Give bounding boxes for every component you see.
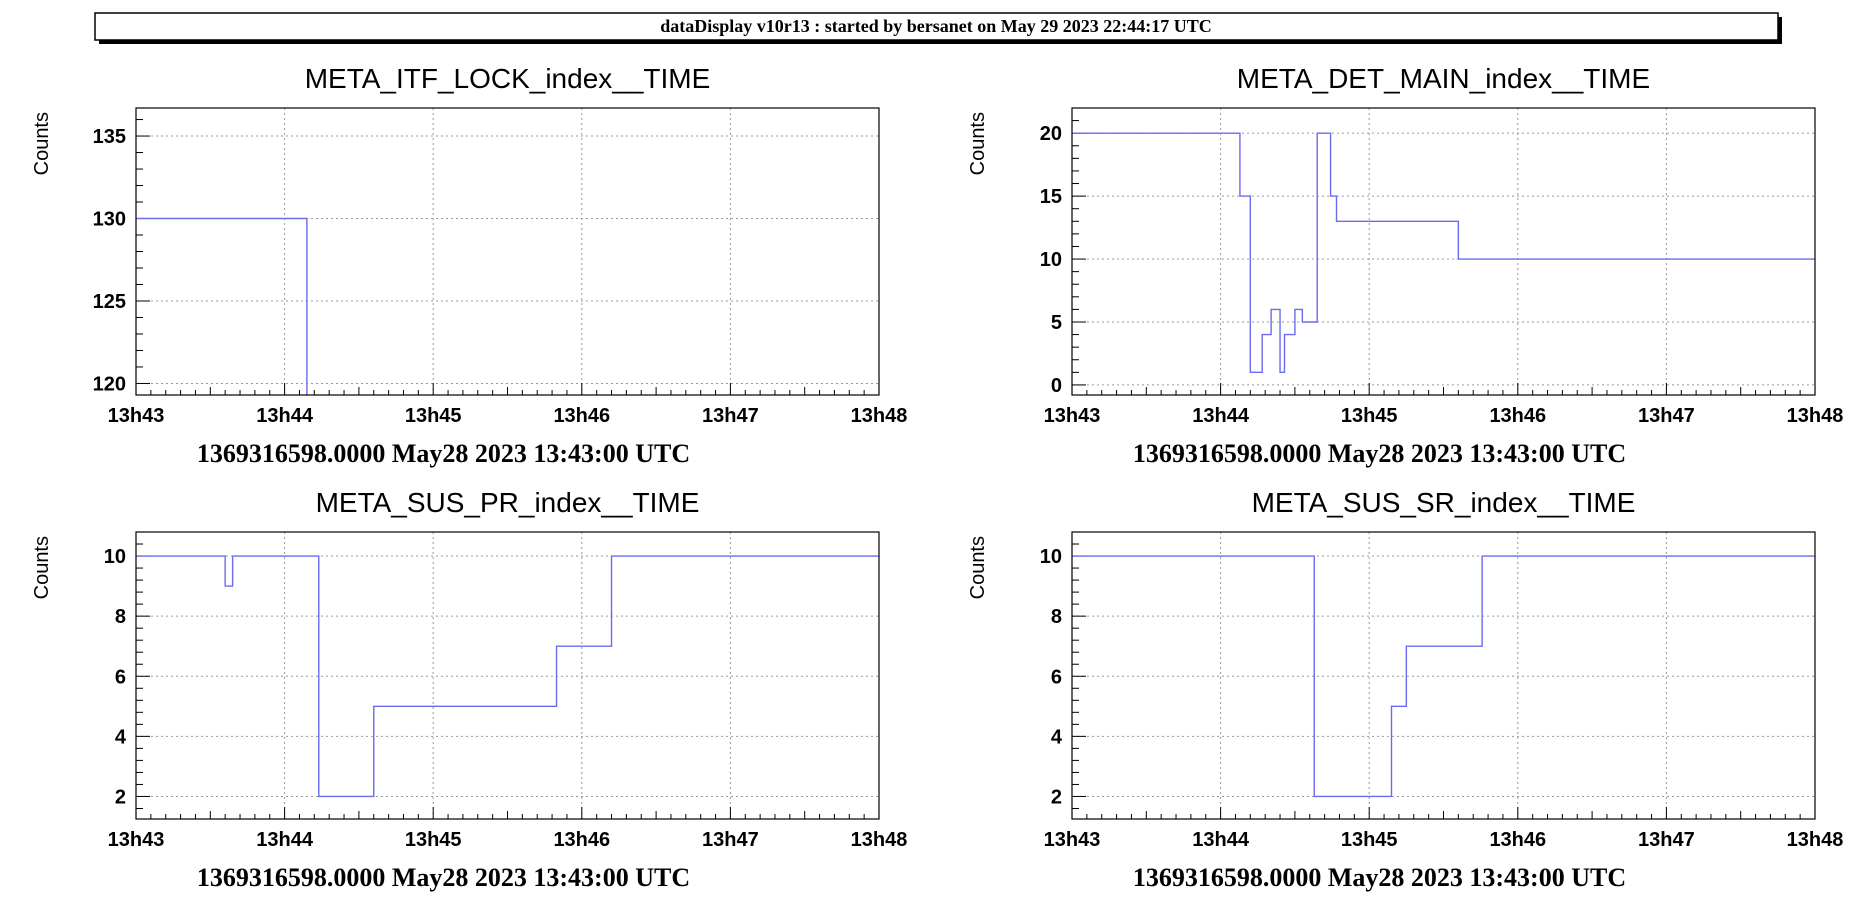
x-axis-time-label: 1369316598.0000 May28 2023 13:43:00 UTC	[197, 439, 690, 468]
chart-title: META_ITF_LOCK_index__TIME	[305, 63, 711, 94]
x-tick-label: 13h48	[1787, 405, 1844, 427]
y-tick-label: 120	[93, 373, 126, 395]
x-tick-label: 13h47	[1638, 405, 1695, 427]
y-tick-label: 8	[115, 606, 126, 628]
y-tick-label: 10	[1040, 249, 1062, 271]
chart-title: META_DET_MAIN_index__TIME	[1237, 63, 1650, 94]
y-tick-label: 6	[1051, 666, 1062, 688]
x-tick-label: 13h48	[851, 829, 908, 851]
x-tick-label: 13h48	[851, 405, 908, 427]
x-tick-label: 13h43	[108, 405, 165, 427]
x-tick-label: 13h46	[553, 405, 610, 427]
chart-title: META_SUS_PR_index__TIME	[316, 487, 700, 518]
x-tick-label: 13h44	[256, 829, 314, 851]
y-axis-title: Counts	[967, 536, 989, 599]
grid-lines	[1072, 532, 1815, 819]
y-tick-label: 125	[93, 291, 126, 313]
series-line	[1072, 132, 1815, 374]
y-tick-label: 4	[115, 726, 127, 748]
y-tick-label: 130	[93, 209, 126, 231]
charts-grid: META_ITF_LOCK_index__TIME 13h43 13h44 13h45…	[31, 63, 1843, 892]
y-axis-title: Counts	[31, 112, 53, 175]
chart-title: META_SUS_SR_index__TIME	[1252, 487, 1636, 518]
x-axis-time-label: 1369316598.0000 May28 2023 13:43:00 UTC	[1133, 439, 1626, 468]
y-tick-label: 10	[1040, 546, 1062, 568]
banner-box	[94, 12, 1779, 41]
x-axis-time-label: 1369316598.0000 May28 2023 13:43:00 UTC	[197, 863, 690, 892]
chart-panel-3: META_SUS_PR_index__TIME 13h43 13h44 13h45 13…	[31, 487, 907, 892]
plot-frame	[1071, 531, 1816, 820]
x-tick-label: 13h46	[553, 829, 610, 851]
chart-panel-2: META_DET_MAIN_index__TIME 13h43 13h44 13h45…	[967, 63, 1843, 468]
axis-ticks	[135, 119, 880, 395]
axis-ticks	[135, 531, 880, 819]
x-axis-time-label: 1369316598.0000 May28 2023 13:43:00 UTC	[1133, 863, 1626, 892]
plot-frame	[135, 107, 880, 396]
x-tick-label: 13h44	[1192, 405, 1250, 427]
y-tick-label: 10	[104, 546, 126, 568]
grid-lines	[136, 532, 879, 819]
y-tick-label: 5	[1051, 312, 1062, 334]
x-tick-label: 13h43	[1044, 829, 1101, 851]
x-tick-label: 13h46	[1489, 829, 1546, 851]
axis-ticks	[1071, 107, 1816, 395]
y-tick-label: 20	[1040, 123, 1062, 145]
y-tick-label: 135	[93, 126, 126, 148]
series-line	[136, 217, 308, 395]
y-tick-label: 2	[1051, 786, 1062, 808]
banner-text: dataDisplay v10r13 : started by bersanet…	[660, 16, 1211, 36]
x-tick-label: 13h46	[1489, 405, 1546, 427]
y-tick-label: 2	[115, 786, 126, 808]
series-line	[1072, 555, 1815, 798]
y-axis-title: Counts	[31, 536, 53, 599]
x-tick-label: 13h45	[405, 405, 462, 427]
plot-frame	[135, 531, 880, 820]
grid-lines	[1072, 108, 1815, 395]
x-tick-label: 13h45	[1341, 405, 1398, 427]
x-tick-label: 13h45	[1341, 829, 1398, 851]
series-line	[136, 555, 879, 798]
y-tick-label: 4	[1051, 726, 1063, 748]
x-tick-label: 13h44	[1192, 829, 1250, 851]
banner: dataDisplay v10r13 : started by bersanet…	[94, 12, 1782, 44]
x-tick-label: 13h43	[1044, 405, 1101, 427]
x-tick-label: 13h48	[1787, 829, 1844, 851]
y-tick-label: 15	[1040, 186, 1062, 208]
x-tick-label: 13h44	[256, 405, 314, 427]
axis-ticks	[1071, 531, 1816, 819]
x-tick-label: 13h47	[702, 829, 759, 851]
chart-panel-1: META_ITF_LOCK_index__TIME 13h43 13h44 13h45…	[31, 63, 907, 468]
x-tick-label: 13h47	[1638, 829, 1695, 851]
y-tick-label: 6	[115, 666, 126, 688]
x-tick-label: 13h45	[405, 829, 462, 851]
y-tick-label: 0	[1051, 375, 1062, 397]
y-axis-title: Counts	[967, 112, 989, 175]
chart-panel-4: META_SUS_SR_index__TIME 13h43 13h44 13h45 13…	[967, 487, 1843, 892]
x-tick-label: 13h47	[702, 405, 759, 427]
plot-frame	[1071, 107, 1816, 396]
x-tick-label: 13h43	[108, 829, 165, 851]
y-tick-label: 8	[1051, 606, 1062, 628]
grid-lines	[136, 108, 879, 395]
